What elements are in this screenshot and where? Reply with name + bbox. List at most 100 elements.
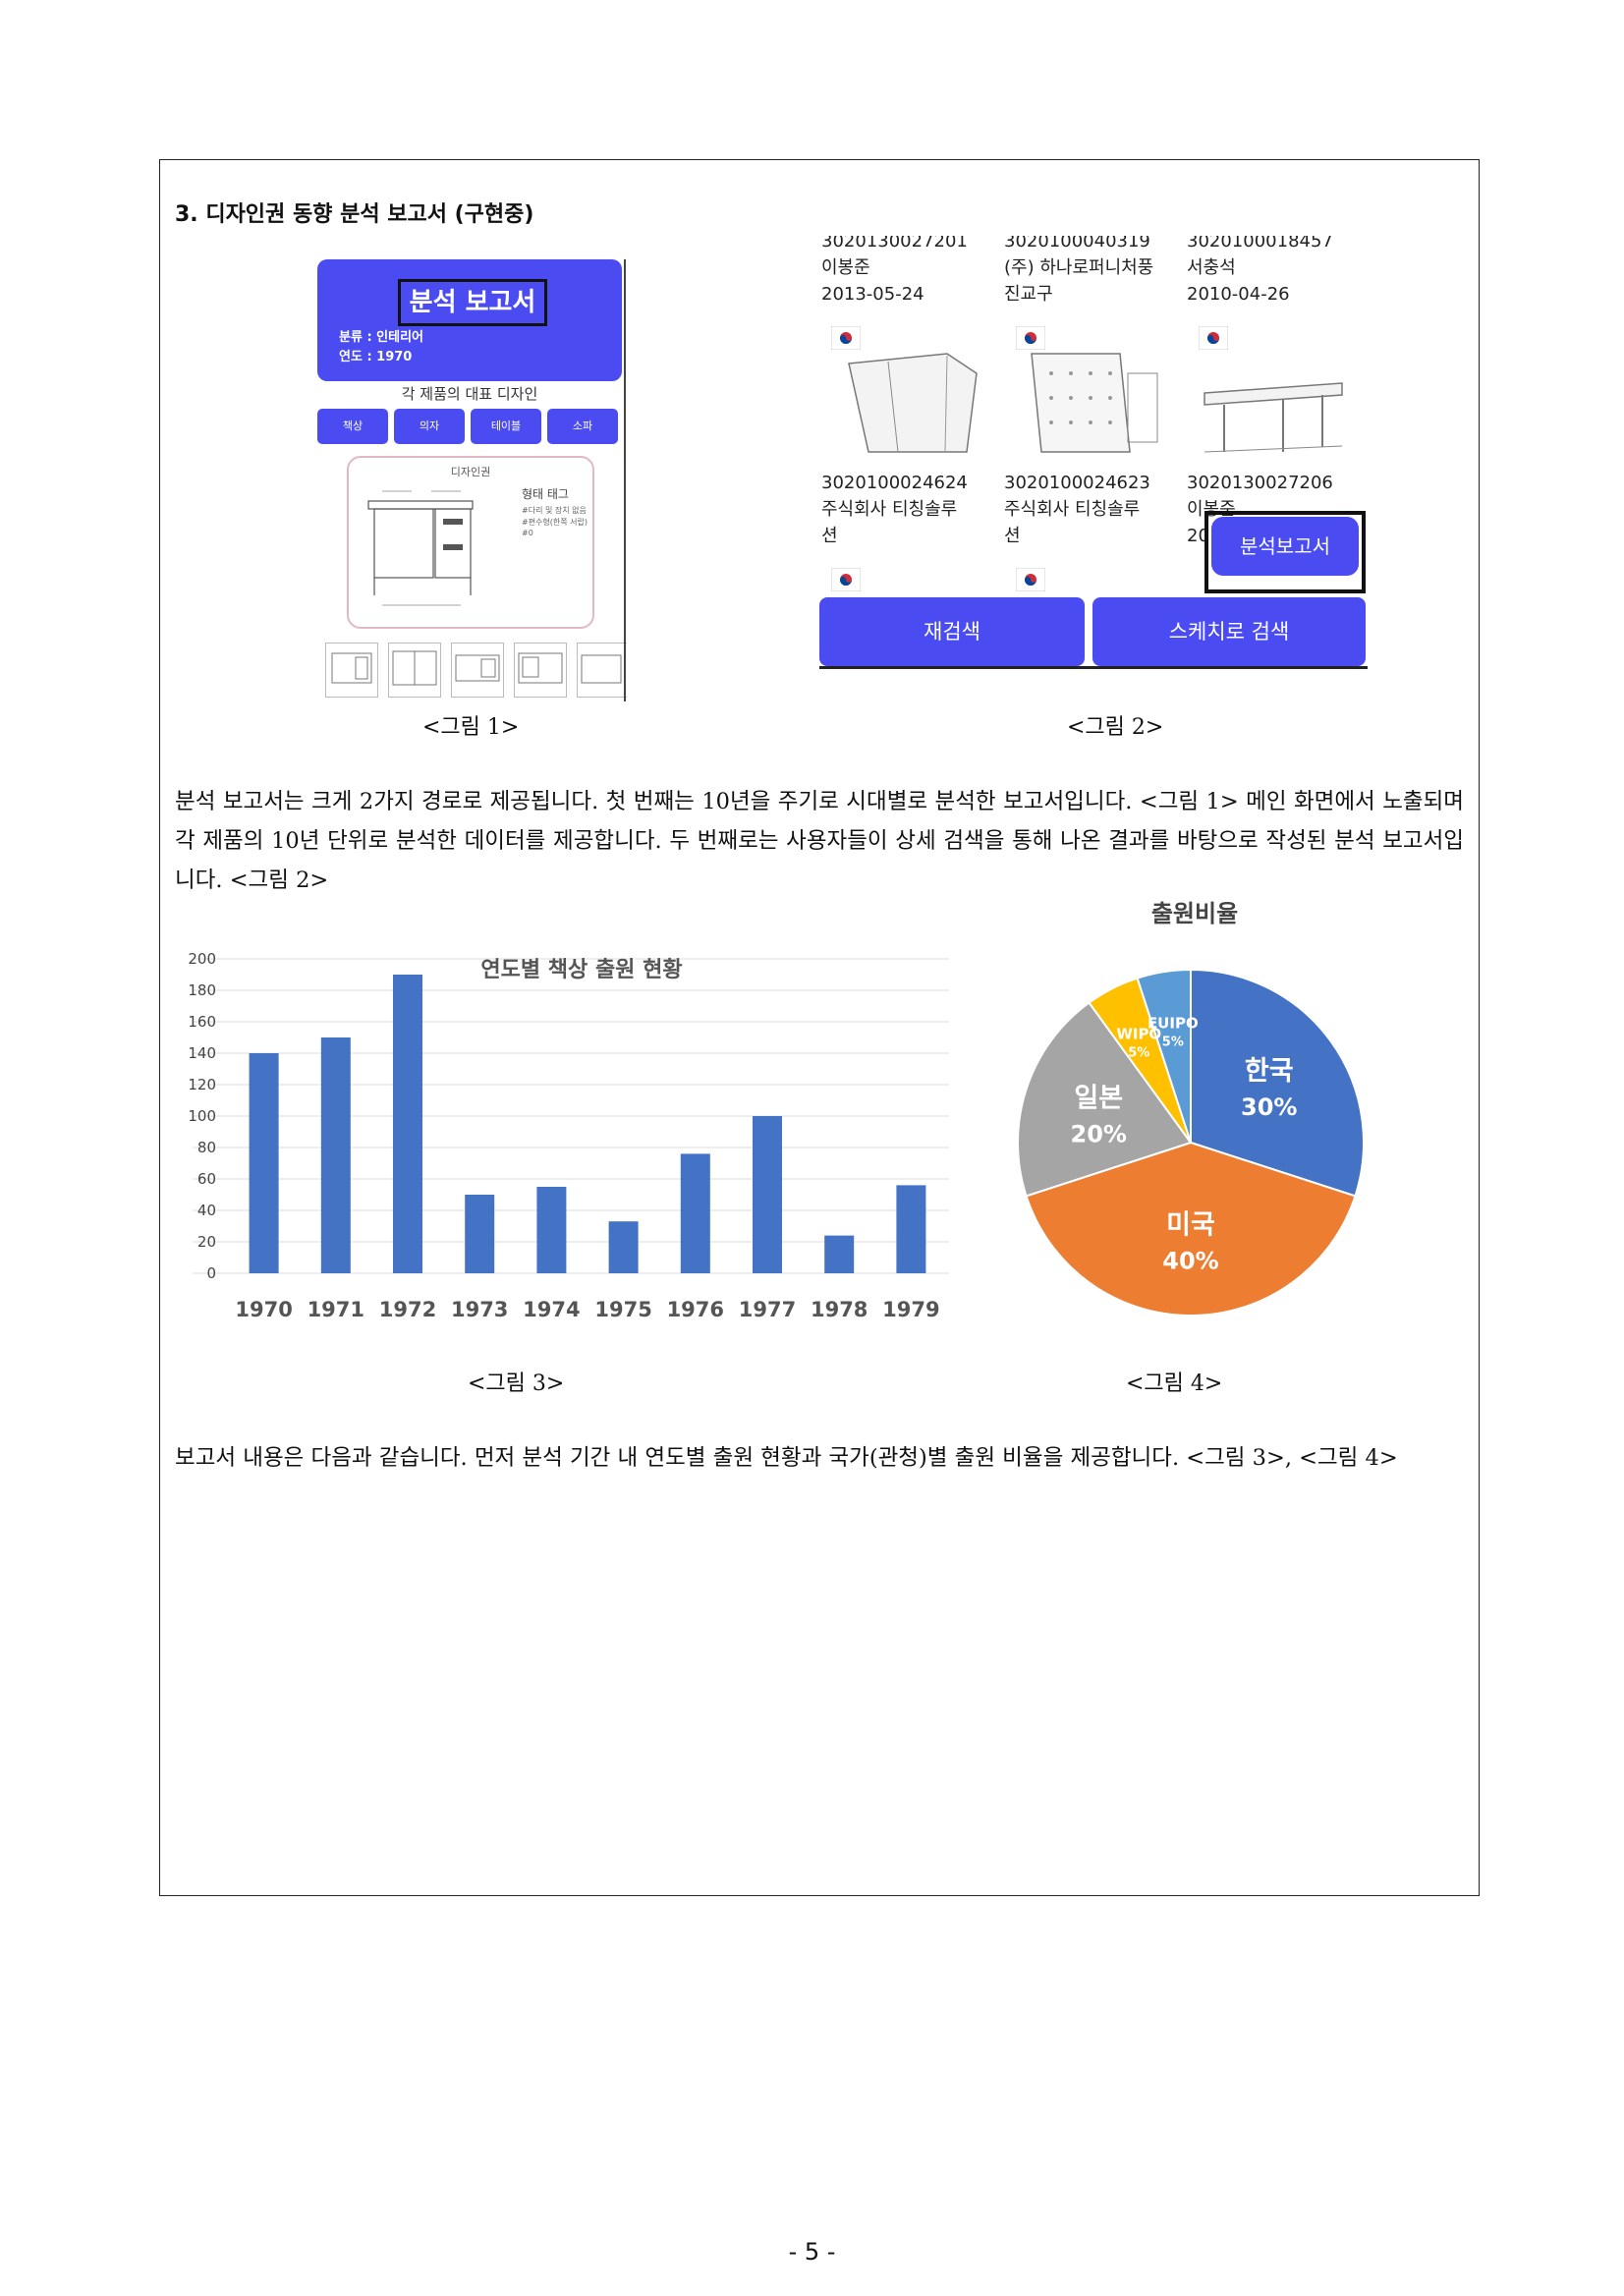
filing-date: 2013-05-24 bbox=[821, 284, 924, 305]
bar-1970 bbox=[249, 1053, 279, 1273]
design-thumbnail[interactable] bbox=[514, 643, 567, 698]
korea-flag-icon bbox=[1016, 326, 1045, 350]
x-tick-label: 1977 bbox=[739, 1298, 796, 1321]
x-tick-label: 1972 bbox=[379, 1298, 436, 1321]
shape-note: #편수형(한쪽 서랍) bbox=[522, 518, 588, 527]
design-number: 3020100040319 bbox=[1004, 236, 1150, 252]
y-tick-label: 40 bbox=[197, 1202, 216, 1219]
category-tab-chair[interactable]: 의자 bbox=[394, 409, 465, 444]
pie-label: 일본 bbox=[1074, 1084, 1123, 1114]
design-thumbnail[interactable] bbox=[388, 643, 441, 698]
x-tick-label: 1974 bbox=[523, 1298, 580, 1321]
y-tick-label: 60 bbox=[197, 1170, 216, 1188]
page-number: - 5 - bbox=[788, 2238, 836, 2266]
result-item[interactable]: 3020130027201 이봉준 2013-05-24 bbox=[821, 236, 1004, 308]
pie-value-label: 5% bbox=[1128, 1046, 1149, 1061]
filing-date: 2010-04-26 bbox=[1187, 284, 1290, 305]
y-tick-label: 100 bbox=[188, 1107, 216, 1125]
design-number: 3020100024624 bbox=[821, 473, 968, 493]
x-tick-label: 1971 bbox=[308, 1298, 364, 1321]
sketch-search-button[interactable]: 스케치로 검색 bbox=[1092, 597, 1366, 666]
lectern-image bbox=[848, 353, 978, 453]
result-item[interactable]: 3020100040319 (주) 하나로퍼니처풍 진교구 bbox=[1004, 236, 1187, 308]
y-tick-label: 80 bbox=[197, 1139, 216, 1156]
bar-1979 bbox=[896, 1185, 926, 1273]
owner-name: (주) 하나로퍼니처풍 bbox=[1004, 257, 1154, 278]
figure-1-caption: <그림 1> bbox=[422, 715, 520, 740]
x-tick-label: 1976 bbox=[667, 1298, 724, 1321]
korea-flag-icon bbox=[1199, 326, 1228, 350]
y-tick-label: 20 bbox=[197, 1233, 216, 1251]
x-tick-label: 1979 bbox=[882, 1298, 939, 1321]
design-thumbnail[interactable] bbox=[325, 643, 378, 698]
pie-slice-일본 bbox=[1017, 1001, 1193, 1198]
year-line: 연도 : 1970 bbox=[339, 350, 413, 364]
korea-flag-icon bbox=[1016, 568, 1045, 591]
owner-name: 주식회사 티칭솔루 bbox=[821, 499, 958, 520]
y-tick-label: 120 bbox=[188, 1076, 216, 1093]
content-frame bbox=[159, 159, 1480, 1896]
research-button[interactable]: 재검색 bbox=[819, 597, 1085, 666]
paragraph-report-paths: 분석 보고서는 크게 2가지 경로로 제공됩니다. 첫 번째는 10년을 주기로… bbox=[175, 789, 1464, 893]
result-item[interactable]: 3020100024624 주식회사 티칭솔루 션 bbox=[821, 470, 1004, 549]
y-tick-label: 140 bbox=[188, 1044, 216, 1062]
figure-4-caption: <그림 4> bbox=[1126, 1372, 1223, 1396]
report-header: 분석 보고서 분류 : 인테리어 연도 : 1970 bbox=[317, 259, 622, 381]
y-tick-label: 200 bbox=[188, 950, 216, 968]
category-line: 분류 : 인테리어 bbox=[339, 330, 424, 345]
korea-flag-icon bbox=[831, 326, 861, 350]
korea-flag-icon bbox=[831, 568, 861, 591]
x-tick-label: 1973 bbox=[451, 1298, 508, 1321]
category-tab-desk[interactable]: 책상 bbox=[317, 409, 388, 444]
representative-design-heading: 각 제품의 대표 디자인 bbox=[401, 385, 538, 403]
highlight-box bbox=[1204, 511, 1366, 593]
pie-chart-title: 출원비율 bbox=[1151, 900, 1238, 927]
design-thumbnail[interactable] bbox=[451, 643, 504, 698]
result-item[interactable]: 3020100018457 서충석 2010-04-26 bbox=[1187, 236, 1368, 308]
pie-slice-EUIPO bbox=[1136, 968, 1192, 1144]
design-number: 3020100018457 bbox=[1187, 236, 1333, 252]
figure-1-report-screen: 분석 보고서 분류 : 인테리어 연도 : 1970 각 제품의 대표 디자인 … bbox=[317, 259, 627, 701]
pie-label: 미국 bbox=[1166, 1210, 1215, 1241]
analysis-report-button[interactable]: 분석보고서 bbox=[1211, 517, 1359, 576]
design-thumbnail[interactable] bbox=[577, 643, 627, 698]
x-tick-label: 1975 bbox=[594, 1298, 651, 1321]
owner-name-cont: 션 bbox=[821, 526, 838, 546]
result-item[interactable]: 3020100024623 주식회사 티칭솔루 션 bbox=[1004, 470, 1187, 549]
bar-1972 bbox=[393, 975, 422, 1273]
pie-slice-미국 bbox=[1025, 1141, 1357, 1316]
figure-2-caption: <그림 2> bbox=[1067, 715, 1164, 740]
design-card[interactable]: 디자인권 형태 태그 #다리 및 장치 없음 #편수형(한쪽 서랍) #0 bbox=[347, 456, 594, 629]
table-frame-image bbox=[1204, 382, 1343, 453]
paragraph-report-contents: 보고서 내용은 다음과 같습니다. 먼저 분석 기간 내 연도별 출원 현황과 … bbox=[175, 1445, 1398, 1471]
desk-drawing-icon bbox=[367, 490, 474, 606]
owner-name-cont: 션 bbox=[1004, 526, 1021, 546]
design-card-label: 디자인권 bbox=[450, 466, 491, 478]
bar-1977 bbox=[753, 1116, 782, 1273]
pie-value-label: 20% bbox=[1071, 1121, 1127, 1148]
x-tick-label: 1970 bbox=[235, 1298, 292, 1321]
filing-date: 진교구 bbox=[1004, 284, 1053, 305]
pie-label: 한국 bbox=[1245, 1056, 1294, 1087]
design-number: 3020130027206 bbox=[1187, 473, 1333, 493]
x-tick-label: 1978 bbox=[811, 1298, 868, 1321]
owner-name: 이봉준 bbox=[821, 257, 870, 278]
figure-3-caption: <그림 3> bbox=[468, 1372, 565, 1396]
owner-name: 서충석 bbox=[1187, 257, 1236, 278]
bar-chart-title: 연도별 책상 출원 현황 bbox=[480, 958, 682, 982]
pie-value-label: 5% bbox=[1162, 1035, 1184, 1049]
pie-value-label: 30% bbox=[1241, 1093, 1297, 1121]
perforated-panel-image bbox=[1031, 353, 1158, 453]
pie-slice-한국 bbox=[1190, 968, 1365, 1198]
bar-1973 bbox=[465, 1195, 495, 1273]
category-tab-sofa[interactable]: 소파 bbox=[547, 409, 618, 444]
pie-label: EUIPO bbox=[1148, 1014, 1199, 1032]
section-title: 3. 디자인권 동향 분석 보고서 (구현중) bbox=[175, 202, 534, 227]
y-tick-label: 180 bbox=[188, 981, 216, 999]
bar-1974 bbox=[536, 1187, 567, 1273]
screen-edge bbox=[624, 259, 626, 701]
design-number: 3020130027201 bbox=[821, 236, 968, 252]
screen-bottom-edge bbox=[819, 666, 1368, 669]
category-tab-table[interactable]: 테이블 bbox=[471, 409, 541, 444]
